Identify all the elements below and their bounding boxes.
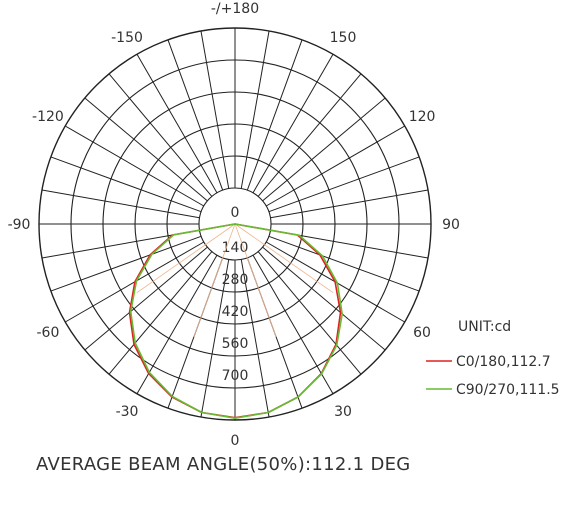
grid-spoke [167,39,224,191]
series-curve-2 [129,223,343,419]
grid-spoke [240,30,270,189]
angle-label: -120 [32,109,64,125]
grid-spoke [200,259,230,418]
beam-guide-line [234,223,334,294]
beam-guide-line [193,223,236,337]
grid-spokes [39,28,431,420]
angle-label: -/+180 [211,1,259,17]
legend-label: C0/180,112.7 [456,354,551,370]
angle-label: -30 [116,404,139,420]
grid-spoke [136,54,218,194]
legend-items: C0/180,112.7 C90/270,111.5 [426,354,560,398]
grid-spoke [65,125,205,207]
grid-spoke [84,97,208,202]
radial-tick-label: 0 [231,205,240,221]
legend-label: C90/270,111.5 [456,382,560,398]
beam-angle-footer: AVERAGE BEAM ANGLE(50%):112.1 DEG [36,454,411,475]
grid-spoke [200,30,230,189]
angle-label: 150 [330,30,357,46]
radial-tick-label: 280 [222,272,249,288]
grid-spoke [262,97,386,202]
grid-spoke [41,189,200,219]
radial-tick-label: 700 [222,368,249,384]
grid-spoke [257,73,362,197]
angle-label: 0 [231,433,240,449]
grid-spoke [108,251,213,375]
radial-tick-label: 140 [222,240,249,256]
grid-spoke [240,259,270,418]
grid-spoke [268,235,420,292]
angle-label: 120 [409,109,436,125]
grid-spoke [108,73,213,197]
legend: UNIT:cd C0/180,112.7 C90/270,111.5 [426,319,560,398]
angle-label: 90 [442,217,460,233]
grid-spoke [252,254,334,394]
grid-spoke [50,235,202,292]
grid-spoke [268,156,420,213]
radial-tick-label: 560 [222,336,249,352]
angle-labels: -/+180 150 120 90 60 30 0 -30 -60 -90 -120 -150 [8,1,460,449]
grid-spoke [136,254,218,394]
beam-guide-line [136,223,236,294]
grid-spoke [265,125,405,207]
radial-tick-labels: 0 140 280 420 560 700 [222,205,249,384]
grid-spoke [262,246,386,351]
angle-label: 30 [334,404,352,420]
grid-spoke [246,39,303,191]
grid-spoke [84,246,208,351]
radial-tick-label: 420 [222,304,249,320]
grid-spoke [50,156,202,213]
angle-label: -60 [37,325,60,341]
grid-spoke [252,54,334,194]
series-layer [128,223,343,419]
grid-spoke [270,189,429,219]
angle-label: -90 [8,217,31,233]
unit-label: UNIT:cd [458,319,511,335]
angle-label: 60 [413,325,431,341]
angle-label: -150 [111,30,143,46]
beam-guide-line [234,223,277,337]
grid-spoke [257,251,362,375]
